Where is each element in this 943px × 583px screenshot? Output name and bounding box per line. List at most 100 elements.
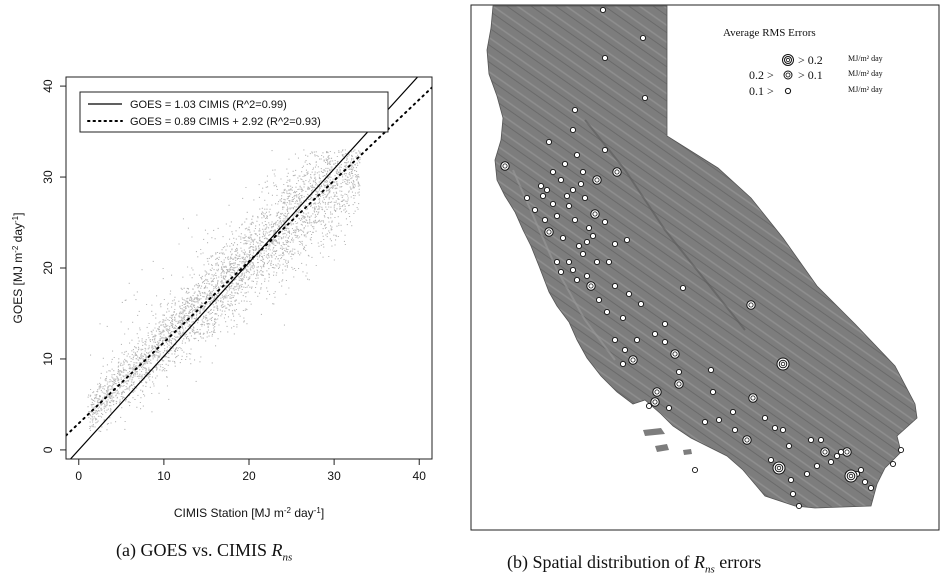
station-marker-low [605, 258, 613, 266]
station-marker-low [589, 232, 597, 240]
station-marker-low [545, 138, 553, 146]
station-marker-low [807, 436, 815, 444]
station-marker-low [691, 466, 699, 474]
station-marker-low [857, 466, 865, 474]
station-marker-low [611, 240, 619, 248]
station-marker-low [675, 368, 683, 376]
legend-unit-low: MJ/m² day [848, 85, 883, 94]
station-marker-mid-core [594, 177, 600, 183]
legend: GOES = 1.03 CIMIS (R^2=0.99) GOES = 0.89… [79, 91, 389, 133]
station-marker-low [771, 424, 779, 432]
station-marker-low [731, 426, 739, 434]
station-marker-low [573, 151, 581, 159]
station-marker-low [651, 330, 659, 338]
station-marker-low [679, 284, 687, 292]
station-marker-low [803, 470, 811, 478]
station-marker-low [795, 502, 803, 510]
legend-unit-mid: MJ/m² day [848, 69, 883, 78]
y-tick-label: 20 [41, 261, 55, 275]
station-marker-low [569, 126, 577, 134]
station-marker-low [611, 282, 619, 290]
station-marker-low [619, 314, 627, 322]
caption-b-var: R [694, 552, 705, 572]
station-marker-low [611, 336, 619, 344]
station-marker-low [601, 146, 609, 154]
station-marker-mid-core [614, 169, 620, 175]
station-marker-low [557, 176, 565, 184]
station-marker-mid-core [630, 357, 636, 363]
legend-symbol-high-inner [785, 57, 791, 63]
station-marker-low [623, 236, 631, 244]
station-marker-low [539, 192, 547, 200]
scatter-panel: 0 10 20 30 40 0 10 20 30 40 GOES = 1.03 CIMIS (R… [0, 0, 465, 578]
map-chart: Average RMS Errors > 0.2 MJ/m² day 0.2 >… [470, 4, 940, 531]
station-marker-low [549, 168, 557, 176]
x-tick-label: 40 [413, 469, 427, 483]
map-legend: Average RMS Errors > 0.2 MJ/m² day 0.2 >… [723, 27, 883, 98]
station-marker-low [897, 446, 905, 454]
scatter-chart: 0 10 20 30 40 0 10 20 30 40 GOES = 1.03 CIMIS (R… [11, 76, 433, 520]
station-marker-mid-core [822, 449, 828, 455]
island-1 [643, 428, 665, 436]
map-panel: Average RMS Errors > 0.2 MJ/m² day 0.2 >… [465, 0, 943, 578]
x-tick-label: 0 [75, 469, 82, 483]
station-marker-low [767, 456, 775, 464]
legend-label-solid: GOES = 1.03 CIMIS (R^2=0.99) [130, 99, 287, 111]
caption-a-label: (a) [116, 540, 136, 560]
station-marker-low [537, 182, 545, 190]
station-marker-low [561, 160, 569, 168]
station-marker-low [583, 272, 591, 280]
station-marker-mid-core [592, 211, 598, 217]
station-marker-mid-core [672, 351, 678, 357]
island-2 [655, 444, 669, 452]
station-marker-low [569, 186, 577, 194]
station-marker-low [861, 478, 869, 486]
station-marker-mid-core [750, 395, 756, 401]
station-marker-low [585, 224, 593, 232]
station-marker-low [729, 408, 737, 416]
legend-symbol-low [784, 87, 792, 95]
station-marker-low [571, 216, 579, 224]
plot-frame [65, 76, 433, 460]
x-tick-label: 30 [327, 469, 341, 483]
station-marker-low [625, 290, 633, 298]
station-marker-mid-core [546, 229, 552, 235]
station-marker-mid-core [748, 302, 754, 308]
station-marker-low [601, 54, 609, 62]
station-marker-low [553, 258, 561, 266]
station-marker-low [833, 452, 841, 460]
station-marker-high-core [776, 465, 782, 471]
caption-a-sub: ns [282, 551, 293, 564]
station-marker-low [779, 426, 787, 434]
station-marker-low [553, 212, 561, 220]
station-marker-low [661, 338, 669, 346]
legend-box [79, 91, 389, 133]
station-marker-low [813, 462, 821, 470]
station-marker-low [709, 388, 717, 396]
station-marker-low [637, 300, 645, 308]
station-marker-low [557, 268, 565, 276]
y-tick-label: 40 [41, 79, 55, 93]
fit-line-dotted [66, 86, 432, 437]
station-marker-low [573, 276, 581, 284]
station-marker-low [565, 258, 573, 266]
station-marker-low [541, 216, 549, 224]
station-marker-low [523, 194, 531, 202]
station-marker-low [565, 202, 573, 210]
station-marker-low [787, 476, 795, 484]
legend-label-dotted: GOES = 0.89 CIMIS + 2.92 (R^2=0.93) [130, 116, 321, 128]
legend-range-mid: > 0.1 [798, 68, 823, 82]
y-tick-label: 0 [41, 446, 55, 453]
station-marker-low [595, 296, 603, 304]
station-marker-mid-core [502, 163, 508, 169]
legend-symbol-mid-inner [785, 72, 791, 78]
station-marker-low [571, 106, 579, 114]
x-tick-label: 10 [157, 469, 171, 483]
station-marker-low [599, 6, 607, 14]
station-marker-low [789, 490, 797, 498]
station-marker-low [645, 402, 653, 410]
station-marker-low [785, 442, 793, 450]
station-marker-low [707, 366, 715, 374]
caption-b-text: Spatial distribution of [532, 552, 690, 572]
ridge-sierra [584, 119, 746, 331]
